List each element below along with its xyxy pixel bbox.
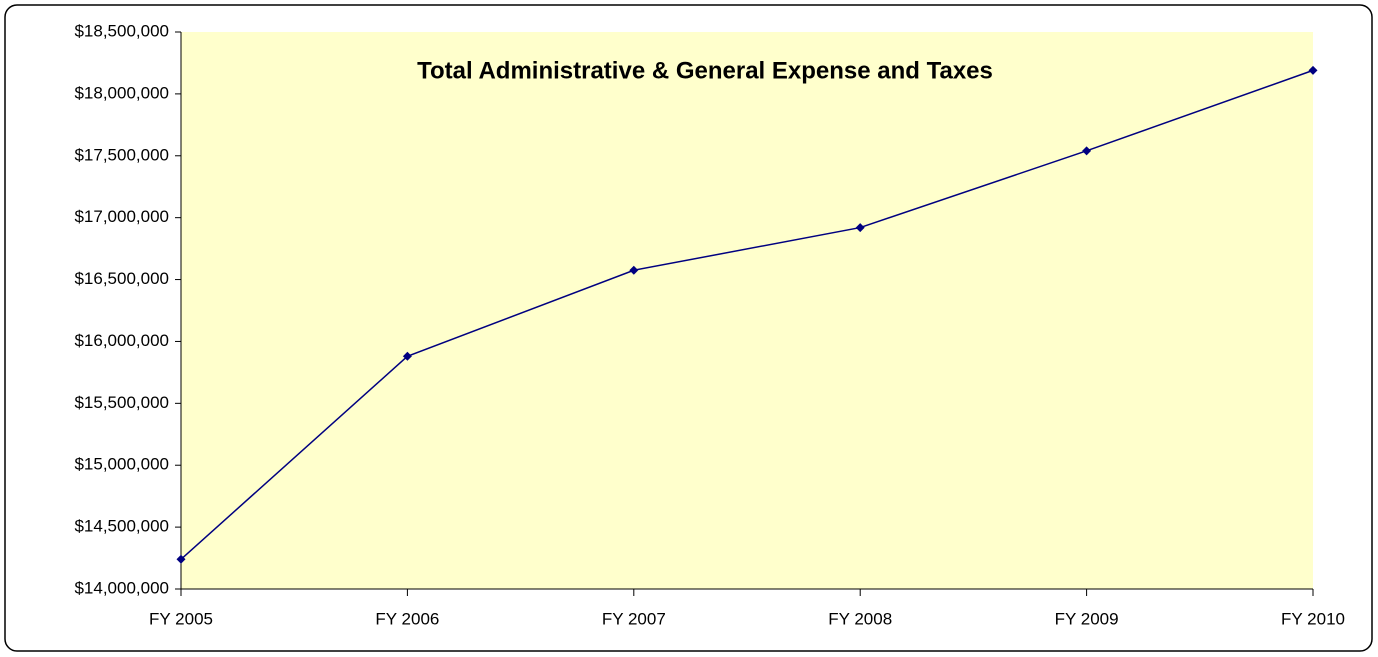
- y-tick-label: $18,000,000: [74, 83, 169, 102]
- y-tick-label: $18,500,000: [74, 21, 169, 40]
- data-point: [402, 351, 412, 361]
- y-tick-label: $15,500,000: [74, 393, 169, 412]
- y-tick-label: $17,500,000: [74, 145, 169, 164]
- data-point: [855, 223, 865, 233]
- data-point: [1308, 65, 1318, 75]
- y-tick-label: $17,000,000: [74, 207, 169, 226]
- y-tick-label: $15,000,000: [74, 455, 169, 474]
- x-tick-label: FY 2006: [375, 609, 439, 628]
- x-tick-label: FY 2007: [602, 609, 666, 628]
- series-line: [180, 69, 1314, 560]
- plot-area: [181, 32, 1313, 589]
- y-tick-label: $14,500,000: [74, 517, 169, 536]
- y-tick-label: $16,000,000: [74, 331, 169, 350]
- data-point: [629, 265, 639, 275]
- y-tick-label: $16,500,000: [74, 269, 169, 288]
- chart-title: Total Administrative & General Expense a…: [417, 57, 993, 84]
- x-tick-label: FY 2005: [149, 609, 213, 628]
- y-tick-label: $14,000,000: [74, 578, 169, 597]
- x-tick-label: FY 2010: [1281, 609, 1345, 628]
- x-tick-label: FY 2008: [828, 609, 892, 628]
- x-tick-label: FY 2009: [1055, 609, 1119, 628]
- data-point: [1082, 146, 1092, 156]
- data-point: [176, 554, 186, 564]
